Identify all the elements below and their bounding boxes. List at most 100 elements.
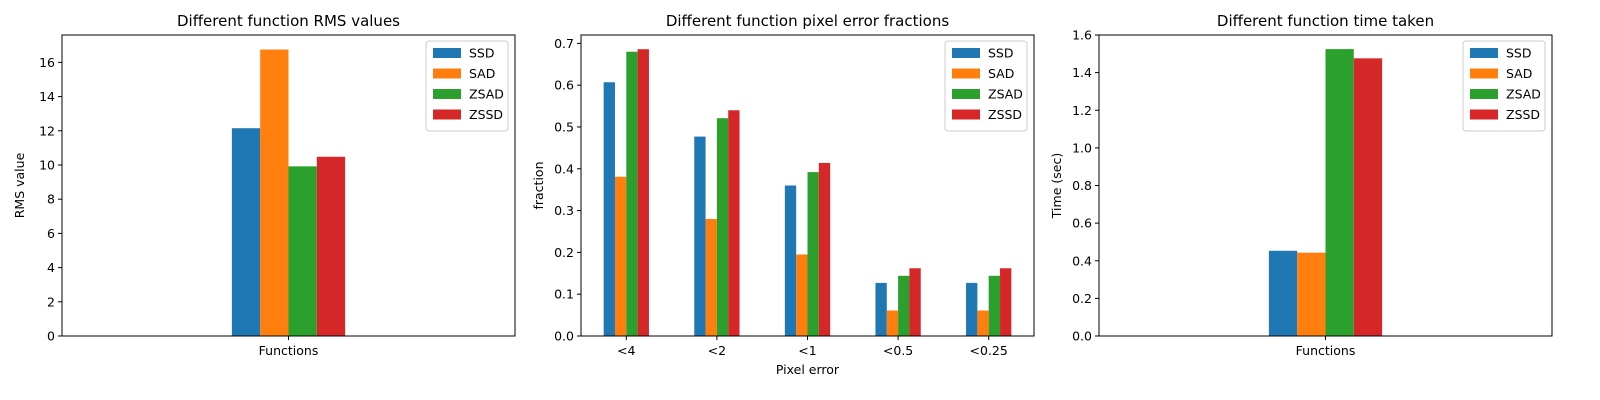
x-tick-label: Functions (1296, 343, 1356, 358)
legend-swatch-zssd (952, 109, 980, 120)
y-tick-label: 0.4 (554, 161, 574, 176)
legend-box (1462, 40, 1546, 132)
x-axis-label: Pixel error (776, 362, 840, 377)
bar-sad-1 (260, 49, 289, 336)
bar-zssd-1 (316, 156, 346, 336)
y-tick-label: 0.4 (1072, 253, 1092, 268)
legend-label-ssd: SSD (988, 46, 1014, 61)
legend-swatch-zsad (433, 89, 461, 99)
y-tick-label: 0.0 (1072, 329, 1092, 344)
legend-label-zssd: ZSSD (1506, 107, 1540, 122)
bar-zsad-5 (988, 275, 1001, 336)
legend-label-zsad: ZSAD (1506, 87, 1541, 102)
legend-label-zssd: ZSSD (469, 107, 503, 122)
legend: SSD SAD ZSAD ZSSD (425, 40, 509, 132)
bar-zssd-1 (1353, 58, 1383, 336)
legend-label-sad: SAD (1506, 66, 1532, 81)
y-tick-label: 0.6 (1072, 216, 1092, 231)
x-tick-label: <2 (708, 343, 726, 358)
x-tick-label: <0.5 (883, 343, 913, 358)
legend-swatch-ssd (433, 48, 461, 58)
y-tick-label: 2 (47, 294, 55, 309)
bar-ssd-2 (694, 136, 706, 336)
legend-label-sad: SAD (988, 66, 1014, 81)
bar-ssd-1 (603, 82, 615, 337)
bar-ssd-3 (784, 185, 797, 336)
y-tick-label: 0 (47, 329, 55, 344)
y-tick-label: 12 (39, 123, 55, 138)
legend-swatch-ssd (1470, 48, 1498, 58)
y-tick-label: 16 (39, 55, 55, 70)
legend-swatch-zsad (1470, 89, 1498, 99)
legend-swatch-ssd (952, 48, 980, 58)
chart-title: Different function time taken (1217, 12, 1434, 30)
legend-box (425, 40, 509, 132)
y-tick-label: 0.6 (554, 78, 574, 93)
y-tick-label: 0.5 (554, 119, 574, 134)
bar-ssd-1 (231, 128, 261, 336)
bar-zsad-3 (807, 172, 819, 336)
x-tick-label: <0.25 (970, 343, 1008, 358)
y-axis-label: fraction (531, 161, 546, 209)
y-tick-label: 14 (39, 89, 55, 104)
y-axis-label: Time (sec) (1049, 153, 1064, 219)
bar-zsad-4 (898, 275, 910, 336)
y-tick-label: 0.8 (1072, 178, 1092, 193)
x-tick-label: <1 (798, 343, 816, 358)
chart-title: Different function pixel error fractions (666, 12, 950, 30)
legend-label-ssd: SSD (1506, 46, 1532, 61)
y-tick-label: 0.2 (554, 245, 574, 260)
y-tick-label: 1.2 (1072, 103, 1092, 118)
legend-swatch-zsad (952, 89, 980, 99)
bar-ssd-4 (875, 282, 887, 336)
bar-zssd-5 (1000, 268, 1012, 336)
chart-panel-2: 0.0 0.1 0.2 0.3 0.4 0.5 0.6 0.7 <4 <2 <1 <0.5 <0.25 D… (531, 12, 1035, 377)
chart-panel-3: 0.0 0.2 0.4 0.6 0.8 1.0 1.2 1.4 1.6 Functions Diff… (1049, 12, 1553, 358)
legend-box (944, 40, 1028, 132)
y-tick-label: 8 (47, 192, 55, 207)
y-tick-label: 0.3 (554, 203, 574, 218)
bar-sad-4 (886, 310, 899, 336)
y-tick-label: 10 (39, 157, 55, 172)
bar-zssd-3 (818, 162, 831, 336)
y-tick-label: 1.4 (1072, 65, 1092, 80)
legend-swatch-zssd (433, 109, 461, 120)
bar-ssd-1 (1268, 250, 1298, 336)
bar-sad-2 (705, 218, 717, 336)
legend-label-sad: SAD (469, 66, 495, 81)
y-tick-label: 4 (47, 260, 55, 275)
legend-swatch-sad (433, 68, 461, 79)
legend-label-zsad: ZSAD (469, 87, 504, 102)
bar-zssd-1 (637, 49, 649, 337)
y-tick-label: 6 (47, 226, 55, 241)
legend-label-ssd: SSD (469, 46, 495, 61)
bar-sad-5 (977, 310, 989, 336)
y-tick-label: 0.1 (554, 287, 574, 302)
legend-swatch-sad (952, 68, 980, 79)
bar-zssd-2 (728, 110, 740, 336)
bar-zsad-1 (1325, 49, 1354, 337)
bar-sad-3 (796, 254, 808, 336)
legend-swatch-sad (1470, 68, 1498, 79)
legend: SSD SAD ZSAD ZSSD (944, 40, 1028, 132)
legend-label-zsad: ZSAD (988, 87, 1023, 102)
x-tick-label: Functions (259, 343, 319, 358)
bar-zssd-4 (909, 268, 921, 336)
bar-zsad-1 (626, 51, 638, 336)
y-tick-label: 0.0 (554, 329, 574, 344)
chart-title: Different function RMS values (177, 12, 400, 30)
bar-sad-1 (614, 176, 627, 336)
y-tick-label: 0.2 (1072, 291, 1092, 306)
x-tick-label: <4 (617, 343, 635, 358)
y-tick-label: 1.0 (1072, 140, 1092, 155)
legend-swatch-zssd (1470, 109, 1498, 120)
legend-label-zssd: ZSSD (988, 107, 1022, 122)
y-axis-label: RMS value (12, 152, 27, 218)
bar-zsad-2 (716, 118, 729, 336)
bar-zsad-1 (288, 166, 317, 336)
bar-ssd-5 (966, 282, 978, 336)
y-tick-label: 0.7 (554, 36, 574, 51)
bar-sad-1 (1297, 252, 1326, 336)
legend: SSD SAD ZSAD ZSSD (1462, 40, 1546, 132)
